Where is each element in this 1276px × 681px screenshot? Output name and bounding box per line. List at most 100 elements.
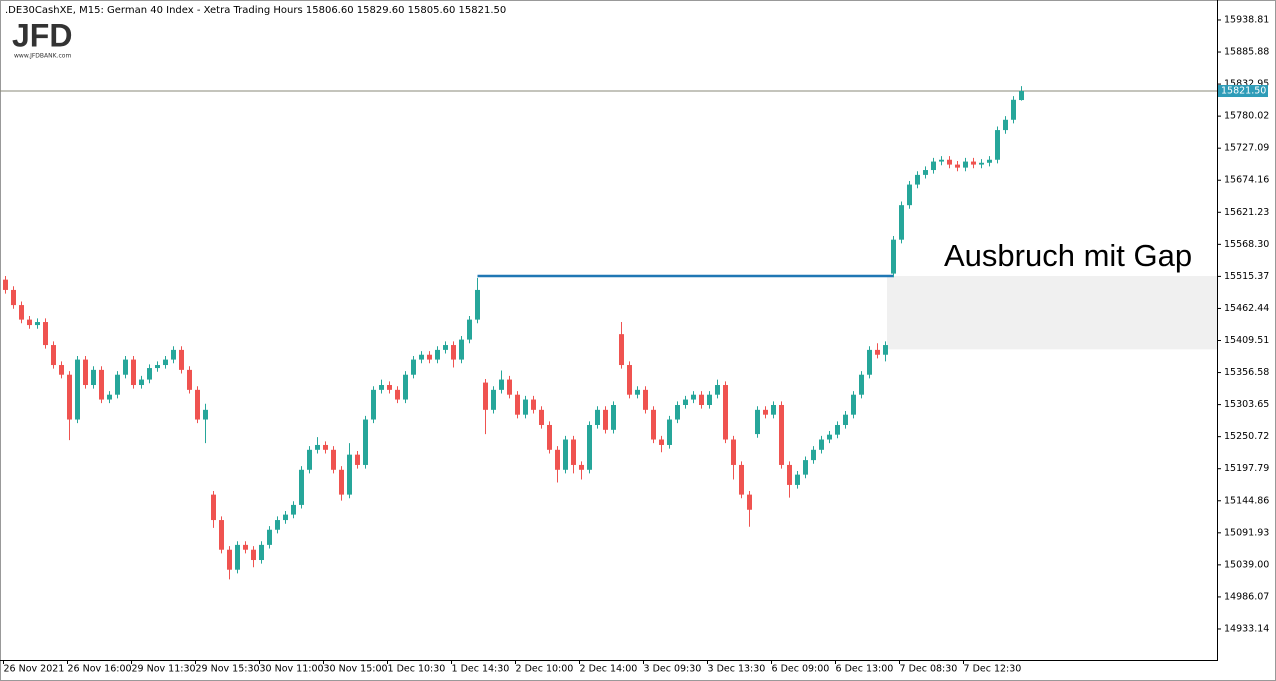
x-tick-label: 30 Nov 11:00 bbox=[260, 664, 324, 675]
candle-body bbox=[107, 394, 112, 400]
candle-body bbox=[403, 374, 408, 400]
y-tick-label: 15674.16 bbox=[1224, 175, 1269, 186]
candle-body bbox=[339, 469, 344, 495]
symbol-header: .DE30CashXE, M15: German 40 Index - Xetr… bbox=[5, 5, 506, 16]
candle-body bbox=[667, 419, 672, 445]
candle-body bbox=[587, 424, 592, 470]
candle-body bbox=[163, 359, 168, 366]
y-tick-label: 15039.00 bbox=[1224, 559, 1269, 570]
candle-body bbox=[539, 409, 544, 425]
candle-body bbox=[1019, 91, 1024, 101]
candle-body bbox=[707, 394, 712, 405]
candle-body bbox=[211, 494, 216, 521]
y-tick-label: 15832.95 bbox=[1224, 79, 1269, 90]
candle-body bbox=[483, 382, 488, 410]
candle-body bbox=[387, 385, 392, 390]
candle-body bbox=[547, 424, 552, 450]
candle-body bbox=[51, 345, 56, 366]
candle-body bbox=[931, 161, 936, 171]
y-tick-label: 15197.79 bbox=[1224, 463, 1269, 474]
y-tick-label: 15144.86 bbox=[1224, 495, 1269, 506]
candle-body bbox=[723, 385, 728, 440]
candle-body bbox=[323, 444, 328, 450]
candle-body bbox=[67, 374, 72, 420]
candle-body bbox=[467, 319, 472, 340]
candle-body bbox=[3, 279, 8, 290]
candle-body bbox=[715, 385, 720, 395]
candle-body bbox=[379, 385, 384, 390]
candle-body bbox=[459, 339, 464, 360]
x-tick-label: 1 Dec 14:30 bbox=[452, 664, 510, 675]
candle-body bbox=[979, 162, 984, 165]
candle-body bbox=[243, 544, 248, 550]
candle-body bbox=[115, 374, 120, 395]
candle-body bbox=[195, 389, 200, 420]
logo: JFD bbox=[12, 17, 72, 53]
candle-body bbox=[147, 368, 152, 380]
candle-body bbox=[779, 404, 784, 465]
candle-body bbox=[811, 449, 816, 461]
candle-body bbox=[531, 399, 536, 410]
candle-body bbox=[83, 359, 88, 386]
y-tick-label: 15621.23 bbox=[1224, 207, 1269, 218]
candle-body bbox=[883, 345, 888, 355]
candle-body bbox=[43, 322, 48, 346]
y-tick-label: 14933.14 bbox=[1224, 623, 1269, 634]
candle-body bbox=[619, 334, 624, 366]
candle-body bbox=[651, 409, 656, 440]
candle-body bbox=[755, 409, 760, 435]
candle-body bbox=[739, 464, 744, 495]
x-tick-label: 6 Dec 09:00 bbox=[772, 664, 830, 675]
candle-body bbox=[171, 349, 176, 360]
candle-body bbox=[955, 164, 960, 168]
candle-body bbox=[691, 394, 696, 400]
x-tick-label: 29 Nov 15:30 bbox=[196, 664, 260, 675]
candle-body bbox=[11, 289, 16, 306]
candle-body bbox=[915, 174, 920, 185]
y-tick-label: 15515.37 bbox=[1224, 271, 1269, 282]
candle-body bbox=[315, 444, 320, 450]
candle-body bbox=[787, 464, 792, 485]
candle-body bbox=[19, 305, 24, 320]
x-tick-label: 7 Dec 12:30 bbox=[964, 664, 1022, 675]
candle-body bbox=[283, 514, 288, 521]
y-tick-label: 15409.51 bbox=[1224, 335, 1269, 346]
candle-body bbox=[219, 520, 224, 550]
y-tick-label: 15356.58 bbox=[1224, 367, 1269, 378]
candle-body bbox=[627, 365, 632, 395]
candle-body bbox=[155, 365, 160, 369]
candle-body bbox=[603, 409, 608, 430]
candle-body bbox=[571, 439, 576, 465]
candle-body bbox=[435, 349, 440, 360]
candle-body bbox=[427, 354, 432, 360]
candle-body bbox=[499, 379, 504, 390]
x-tick-label: 26 Nov 2021 bbox=[4, 664, 65, 675]
candle-body bbox=[27, 319, 32, 326]
candle-body bbox=[419, 354, 424, 360]
candle-body bbox=[763, 409, 768, 415]
x-tick-label: 26 Nov 16:00 bbox=[68, 664, 132, 675]
candle-body bbox=[75, 359, 80, 420]
candle-body bbox=[203, 409, 208, 420]
candle-body bbox=[291, 504, 296, 515]
candle-body bbox=[251, 549, 256, 561]
y-tick-label: 15727.09 bbox=[1224, 143, 1269, 154]
candle-body bbox=[891, 239, 896, 274]
y-tick-label: 15091.93 bbox=[1224, 527, 1269, 538]
x-tick-label: 2 Dec 10:00 bbox=[516, 664, 574, 675]
last-price-box bbox=[1218, 85, 1268, 98]
candle-body bbox=[995, 130, 1000, 160]
y-tick-label: 15568.30 bbox=[1224, 239, 1269, 250]
candle-body bbox=[59, 365, 64, 375]
candle-body bbox=[187, 369, 192, 390]
candle-body bbox=[363, 419, 368, 465]
candle-body bbox=[867, 349, 872, 375]
candle-body bbox=[179, 349, 184, 370]
candle-body bbox=[595, 409, 600, 425]
candle-body bbox=[371, 389, 376, 420]
candle-body bbox=[819, 439, 824, 450]
candle-body bbox=[235, 544, 240, 570]
candle-body bbox=[563, 439, 568, 470]
y-tick-label: 15885.88 bbox=[1224, 47, 1269, 58]
